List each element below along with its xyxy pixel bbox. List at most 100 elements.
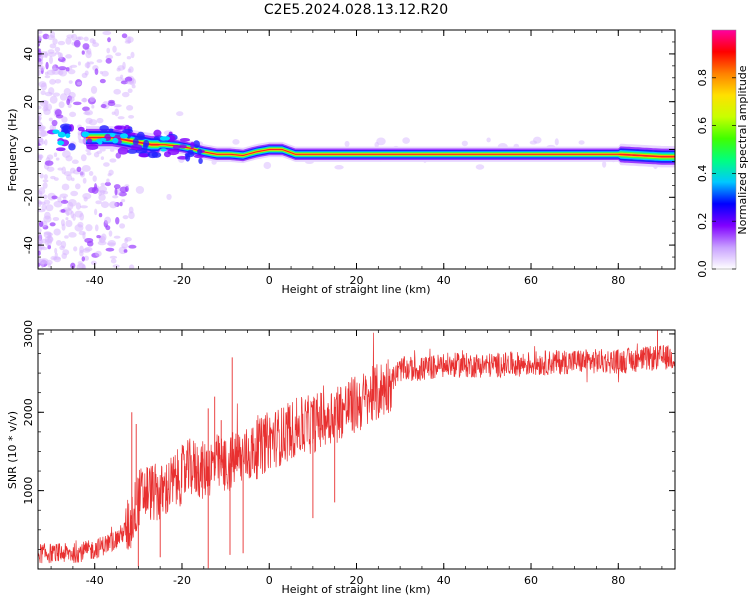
spectrogram-noise — [107, 101, 116, 107]
spectrogram-noise — [49, 78, 56, 85]
snr-ytick-label: 3000 — [22, 320, 35, 348]
spectrogram-blob — [120, 133, 128, 139]
spectrogram-noise — [65, 219, 73, 228]
spectrogram-blob — [190, 141, 195, 149]
spectrogram-noise — [81, 50, 85, 55]
spectrogram-noise — [66, 174, 73, 181]
spectrogram-blob — [179, 138, 191, 142]
spectrogram-noise — [38, 116, 41, 124]
snr-xtick-label: 80 — [611, 574, 625, 587]
spectrogram-noise — [374, 141, 379, 148]
spectrogram-noise — [112, 264, 120, 268]
colorbar-label: Normalized spectral amplitude — [736, 65, 749, 234]
spectrogram-noise — [47, 244, 52, 250]
spectrogram-noise — [75, 183, 81, 190]
spectrogram-noise — [95, 250, 102, 257]
spectrogram-noise — [402, 137, 410, 144]
spectrogram-blob — [110, 133, 116, 138]
spectrogram-noise — [85, 50, 92, 59]
spectrogram-noise — [83, 36, 89, 42]
spectrogram-noise — [38, 201, 46, 205]
spectrogram-noise — [112, 195, 119, 199]
spectrogram-noise — [129, 264, 135, 269]
spectrogram-noise — [41, 140, 46, 145]
spectrogram-blob — [86, 138, 93, 144]
spectrogram-noise — [49, 95, 58, 104]
spectrogram-noise — [39, 173, 44, 179]
spectrogram-noise — [529, 140, 538, 145]
spectrogram-blob — [52, 129, 60, 134]
spectrogram-noise — [71, 33, 78, 41]
spectrogram-noise — [115, 152, 122, 159]
spectrogram-noise — [38, 69, 41, 77]
spectrogram-noise — [40, 82, 48, 91]
spectrogram-noise — [45, 259, 53, 266]
spectrogram-noise — [38, 61, 44, 65]
spectrogram-noise — [95, 200, 102, 205]
spectrogram-noise — [74, 224, 84, 232]
spectrogram-noise — [66, 98, 71, 106]
spectrogram-noise — [53, 256, 61, 263]
spectrogram-blob — [197, 148, 203, 155]
spectrogram-panel: -40 -20 0 20 40 60 80 -40 -20 0 20 40 Height of str… — [6, 29, 676, 296]
spectrogram-noise — [48, 117, 53, 122]
spectrogram-noise — [128, 206, 134, 214]
spectrogram-noise — [70, 190, 79, 197]
spectrogram-noise — [602, 160, 607, 168]
spectrogram-noise — [80, 154, 87, 162]
spectrogram-noise — [77, 61, 81, 66]
spectrogram-noise — [82, 43, 90, 50]
spectrogram-noise — [135, 185, 145, 194]
spectrogram-noise — [108, 201, 118, 209]
spectrogram-noise — [38, 129, 47, 138]
spectrogram-blob — [114, 125, 123, 130]
spectrogram-noise — [107, 239, 117, 247]
spectrogram-noise — [122, 61, 126, 70]
spectrogram-noise — [58, 101, 65, 109]
spectrogram-blob — [172, 144, 181, 150]
spectrogram-noise — [94, 224, 99, 232]
spectrogram-noise — [109, 148, 115, 152]
spectrogram-noise — [44, 71, 49, 76]
spectrogram-noise — [49, 43, 57, 49]
snr-xtick-label: 60 — [524, 574, 538, 587]
spectrogram-blob — [193, 154, 205, 159]
spectrogram-noise — [83, 111, 91, 116]
spectrogram-noise — [106, 178, 110, 183]
spectrogram-xtick-label: 20 — [350, 274, 364, 287]
spectrogram-noise — [124, 237, 129, 244]
spectrogram-noise — [105, 57, 112, 64]
spectrogram-noise — [73, 246, 78, 252]
spectrogram-noise — [89, 96, 96, 103]
spectrogram-noise — [125, 185, 129, 192]
spectrogram-noise — [62, 249, 70, 256]
spectrogram-noise — [38, 250, 41, 256]
spectrogram-xtick-label: -40 — [86, 274, 104, 287]
colorbar-tick-label: 0.2 — [696, 212, 709, 230]
spectrogram-noise — [103, 162, 110, 167]
spectrogram-noise — [108, 230, 113, 237]
spectrogram-xlabel: Height of straight line (km) — [281, 283, 430, 296]
spectrogram-noise — [115, 76, 123, 82]
spectrogram-noise — [79, 170, 86, 178]
spectrogram-noise — [113, 235, 121, 239]
spectrogram-noise — [116, 67, 121, 72]
snr-xtick-label: 0 — [266, 574, 273, 587]
spectrogram-noise — [38, 220, 44, 227]
spectrogram-noise — [44, 51, 48, 59]
spectrogram-noise — [44, 211, 51, 220]
spectrogram-noise — [52, 38, 58, 45]
spectrogram-noise — [42, 182, 48, 189]
spectrogram-noise — [121, 199, 126, 203]
spectrogram-noise — [78, 230, 86, 236]
spectrogram-noise — [39, 192, 43, 198]
spectrogram-noise — [46, 238, 52, 246]
spectrogram-blob — [99, 137, 107, 142]
spectrogram-noise — [86, 151, 92, 156]
spectrogram-noise — [232, 138, 240, 145]
spectrogram-noise — [46, 154, 54, 160]
spectrogram-blob — [138, 153, 150, 158]
spectrogram-noise — [57, 40, 66, 46]
spectrogram-noise — [59, 93, 68, 101]
